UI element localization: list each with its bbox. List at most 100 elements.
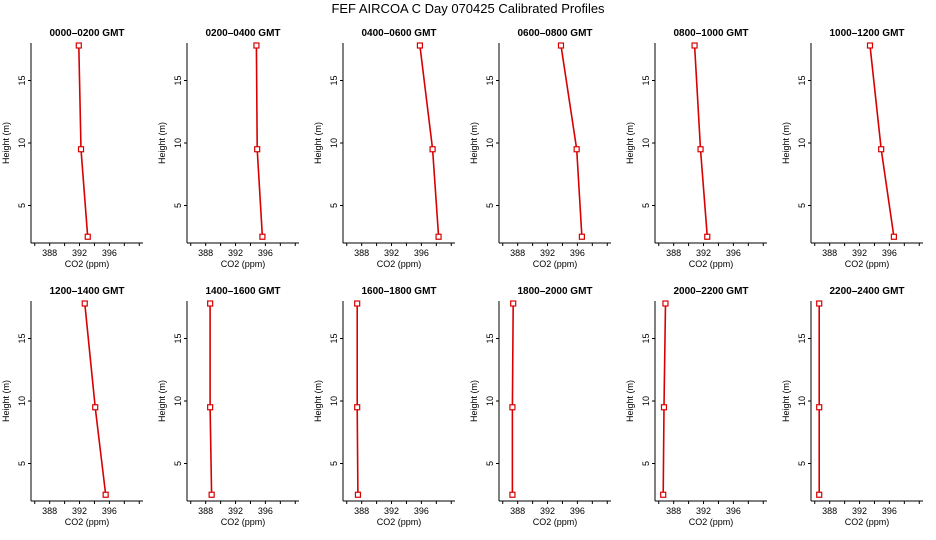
- panel: 2000–2200 GMT 388 392 396 5 10 15 CO2 (ppm) Heig…: [625, 286, 767, 527]
- y-tick-label: 15: [641, 333, 651, 343]
- x-tick-label: 388: [822, 248, 837, 258]
- x-tick-label: 396: [570, 248, 585, 258]
- profile-point: [207, 300, 214, 307]
- panel-grid: 0000–0200 GMT 388 392 396 5 10 15 CO2 (ppm) Heig…: [1, 28, 923, 527]
- y-tick-label: 10: [17, 396, 27, 406]
- profile-point: [866, 42, 874, 49]
- profile-point: [416, 42, 424, 49]
- profile-point: [557, 42, 565, 49]
- x-axis-label: CO2 (ppm): [377, 517, 422, 527]
- y-tick-label: 10: [641, 396, 651, 406]
- x-axis-label: CO2 (ppm): [65, 259, 110, 269]
- y-axis-label: Height (m): [313, 122, 323, 164]
- x-tick-label: 388: [198, 506, 213, 516]
- y-axis-label: Height (m): [157, 122, 167, 164]
- x-tick-label: 396: [102, 248, 117, 258]
- y-tick-label: 10: [173, 396, 183, 406]
- y-tick-label: 5: [173, 461, 183, 466]
- y-tick-label: 10: [329, 138, 339, 148]
- y-tick-label: 15: [485, 333, 495, 343]
- profile-point: [697, 146, 704, 153]
- panel-title: 1000–1200 GMT: [829, 28, 904, 39]
- y-tick-label: 5: [17, 461, 27, 466]
- x-axis-label: CO2 (ppm): [65, 517, 110, 527]
- x-tick-label: 396: [414, 248, 429, 258]
- x-axis-label: CO2 (ppm): [845, 259, 890, 269]
- x-axis-label: CO2 (ppm): [533, 517, 578, 527]
- x-tick-label: 392: [696, 506, 711, 516]
- y-tick-label: 15: [485, 75, 495, 85]
- profile-point: [816, 404, 823, 411]
- y-tick-label: 10: [797, 396, 807, 406]
- profile-point: [354, 300, 361, 307]
- y-axis-label: Height (m): [781, 122, 791, 164]
- profile-point: [662, 300, 669, 307]
- y-tick-label: 15: [641, 75, 651, 85]
- y-tick-label: 10: [329, 396, 339, 406]
- x-tick-label: 388: [822, 506, 837, 516]
- y-tick-label: 10: [17, 138, 27, 148]
- y-axis-label: Height (m): [625, 380, 635, 422]
- panel-title: 1200–1400 GMT: [49, 286, 124, 297]
- panel-title: 2000–2200 GMT: [673, 286, 748, 297]
- panel-title: 0800–1000 GMT: [673, 28, 748, 39]
- x-tick-label: 392: [228, 248, 243, 258]
- figure-title: FEF AIRCOA C Day 070425 Calibrated Profi…: [331, 1, 605, 16]
- x-tick-label: 388: [666, 506, 681, 516]
- x-tick-label: 396: [414, 506, 429, 516]
- y-tick-label: 10: [797, 138, 807, 148]
- profile-point: [81, 300, 88, 307]
- y-axis-label: Height (m): [1, 122, 11, 164]
- profile-point: [573, 146, 580, 153]
- x-tick-label: 396: [258, 506, 273, 516]
- profile-point: [890, 233, 897, 240]
- y-tick-label: 10: [485, 396, 495, 406]
- panel: 0600–0800 GMT 388 392 396 5 10 15 CO2 (ppm) Heig…: [469, 28, 611, 269]
- x-tick-label: 392: [852, 506, 867, 516]
- panel: 0200–0400 GMT 388 392 396 5 10 15 CO2 (ppm) Heig…: [157, 28, 299, 269]
- y-tick-label: 10: [173, 138, 183, 148]
- profile-point: [509, 491, 516, 498]
- x-tick-label: 388: [510, 506, 525, 516]
- profile-point: [510, 300, 517, 307]
- panel-title: 1800–2000 GMT: [517, 286, 592, 297]
- panel-title: 0400–0600 GMT: [361, 28, 436, 39]
- x-tick-label: 392: [228, 506, 243, 516]
- profile-point: [207, 404, 214, 411]
- y-tick-label: 5: [641, 203, 651, 208]
- x-tick-label: 388: [354, 506, 369, 516]
- x-tick-label: 392: [540, 248, 555, 258]
- profile-point: [253, 42, 260, 49]
- profile-point: [92, 404, 99, 411]
- profile-point: [691, 42, 698, 49]
- profile-point: [254, 146, 261, 153]
- panel: 1400–1600 GMT 388 392 396 5 10 15 CO2 (ppm) Heig…: [157, 286, 299, 527]
- y-tick-label: 10: [485, 138, 495, 148]
- panel: 1000–1200 GMT 388 392 396 5 10 15 CO2 (ppm) Heig…: [781, 28, 923, 269]
- y-tick-label: 5: [17, 203, 27, 208]
- y-axis-label: Height (m): [313, 380, 323, 422]
- y-tick-label: 15: [17, 75, 27, 85]
- profile-point: [102, 491, 109, 498]
- x-axis-label: CO2 (ppm): [377, 259, 422, 269]
- x-tick-label: 392: [852, 248, 867, 258]
- panel: 1800–2000 GMT 388 392 396 5 10 15 CO2 (ppm) Heig…: [469, 286, 611, 527]
- profile-point: [75, 42, 82, 49]
- y-tick-label: 5: [329, 461, 339, 466]
- panel: 1200–1400 GMT 388 392 396 5 10 15 CO2 (ppm) Heig…: [1, 286, 143, 527]
- profile-point: [578, 233, 585, 240]
- x-tick-label: 392: [540, 506, 555, 516]
- x-axis-label: CO2 (ppm): [845, 517, 890, 527]
- panel-title: 0200–0400 GMT: [205, 28, 280, 39]
- profile-point: [208, 491, 215, 498]
- x-tick-label: 396: [258, 248, 273, 258]
- y-axis-label: Height (m): [625, 122, 635, 164]
- y-axis-label: Height (m): [1, 380, 11, 422]
- x-axis-label: CO2 (ppm): [221, 259, 266, 269]
- panel: 0400–0600 GMT 388 392 396 5 10 15 CO2 (ppm) Heig…: [313, 28, 455, 269]
- panel-title: 0600–0800 GMT: [517, 28, 592, 39]
- profile-line: [511, 303, 514, 495]
- profile-point: [77, 146, 85, 153]
- y-axis-label: Height (m): [781, 380, 791, 422]
